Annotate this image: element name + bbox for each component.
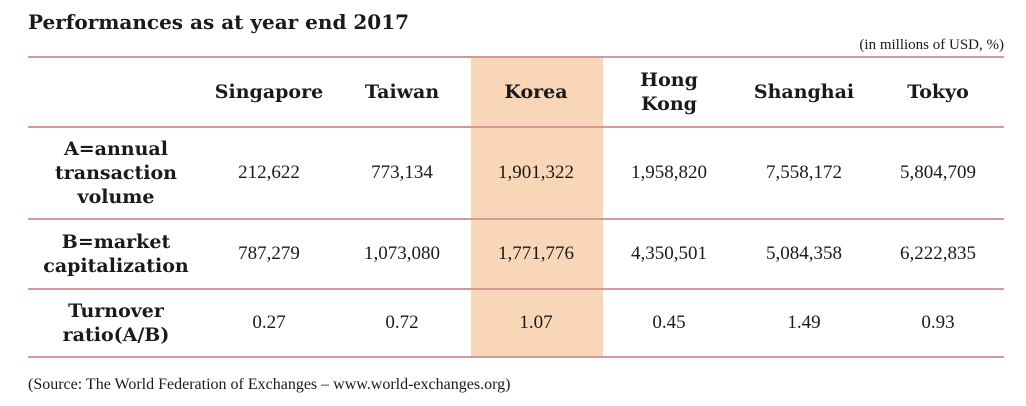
data-cell: 1,771,776 (498, 243, 574, 264)
table-header-row: Singapore Taiwan Korea Hong Kong Shangha… (28, 57, 1004, 127)
data-cell: 212,622 (238, 162, 300, 183)
data-cell: 6,222,835 (900, 243, 976, 264)
chart-title: Performances as at year end 2017 (28, 10, 410, 34)
data-cell: 5,084,358 (766, 243, 842, 264)
column-header-tokyo: Tokyo (907, 81, 969, 103)
table-row: Turnover ratio(A/B) 0.27 0.72 1.07 0.45 … (28, 289, 1004, 357)
row-label-text: Turnover ratio(A/B) (62, 300, 170, 346)
data-cell: 1,958,820 (631, 162, 707, 183)
column-header-shanghai: Shanghai (753, 81, 855, 103)
data-cell: 1,901,322 (498, 162, 574, 183)
data-cell: 5,804,709 (900, 162, 976, 183)
data-cell: 0.72 (385, 312, 419, 333)
row-label-turnover-ratio: Turnover ratio(A/B) (28, 289, 204, 357)
data-cell: 787,279 (238, 243, 300, 264)
data-cell: 1.07 (519, 312, 553, 333)
data-cell: 1,073,080 (364, 243, 440, 264)
corner-cell (28, 57, 204, 127)
column-header-singapore: Singapore (214, 81, 324, 103)
row-label-text: A=annual transaction volume (55, 138, 177, 208)
korea-column-highlight (471, 56, 603, 358)
table-row: B=market capitalization 787,279 1,073,08… (28, 219, 1004, 289)
row-label-text: B=market capitalization (43, 231, 189, 277)
unit-note: (in millions of USD, %) (859, 37, 1004, 53)
data-cell: 0.27 (252, 312, 286, 333)
data-cell: 0.93 (921, 312, 955, 333)
table-row: A=annual transaction volume 212,622 773,… (28, 127, 1004, 219)
data-cell: 4,350,501 (631, 243, 707, 264)
row-label-market-cap: B=market capitalization (28, 219, 204, 289)
column-header-hong-kong: Hong Kong (602, 57, 736, 127)
performance-table-wrap: Singapore Taiwan Korea Hong Kong Shangha… (28, 56, 1004, 358)
column-header-taiwan: Taiwan (364, 81, 440, 103)
hong-kong-label: Hong Kong (640, 69, 698, 115)
data-cell: 773,134 (371, 162, 433, 183)
data-cell: 7,558,172 (766, 162, 842, 183)
row-label-annual-volume: A=annual transaction volume (28, 127, 204, 219)
performance-table: Singapore Taiwan Korea Hong Kong Shangha… (28, 56, 1004, 358)
data-cell: 0.45 (652, 312, 686, 333)
column-header-korea: Korea (504, 81, 568, 103)
source-note: (Source: The World Federation of Exchang… (28, 376, 511, 393)
data-cell: 1.49 (787, 312, 821, 333)
